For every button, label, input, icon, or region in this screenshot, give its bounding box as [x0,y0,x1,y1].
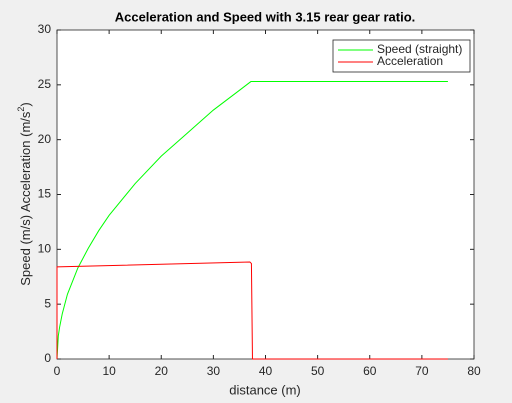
x-tick-label: 10 [102,364,116,378]
x-tick-label: 60 [363,364,377,378]
y-tick-label: 25 [38,77,52,91]
y-axis-label-part: ) [18,102,33,106]
x-tick-label: 70 [415,364,429,378]
x-tick-label: 20 [155,364,169,378]
y-tick-label: 15 [38,187,52,201]
y-tick-label: 30 [38,22,52,36]
chart-title: Acceleration and Speed with 3.15 rear ge… [115,9,416,24]
series-line [56,261,448,360]
legend-label: Acceleration [377,54,443,68]
x-axis-label: distance (m) [229,382,301,397]
y-tick-label: 0 [44,351,51,365]
y-axis-label-sup: 2 [16,107,26,112]
x-tick-label: 40 [259,364,273,378]
legend-label: Speed (straight) [377,42,462,56]
x-tick-label: 50 [311,364,325,378]
series-line [56,81,448,360]
y-tick-label: 20 [38,132,52,146]
y-tick-label: 5 [44,296,51,310]
x-tick-label: 30 [207,364,221,378]
x-tick-label: 80 [467,364,481,378]
x-tick-label: 0 [54,364,61,378]
y-tick-label: 10 [38,242,52,256]
y-axis-label-part: Speed (m/s) Acceleration (m/s [18,111,33,286]
y-axis-label: Speed (m/s) Acceleration (m/s2) [16,102,33,285]
plot-area [56,29,475,360]
legend-box [332,39,471,73]
